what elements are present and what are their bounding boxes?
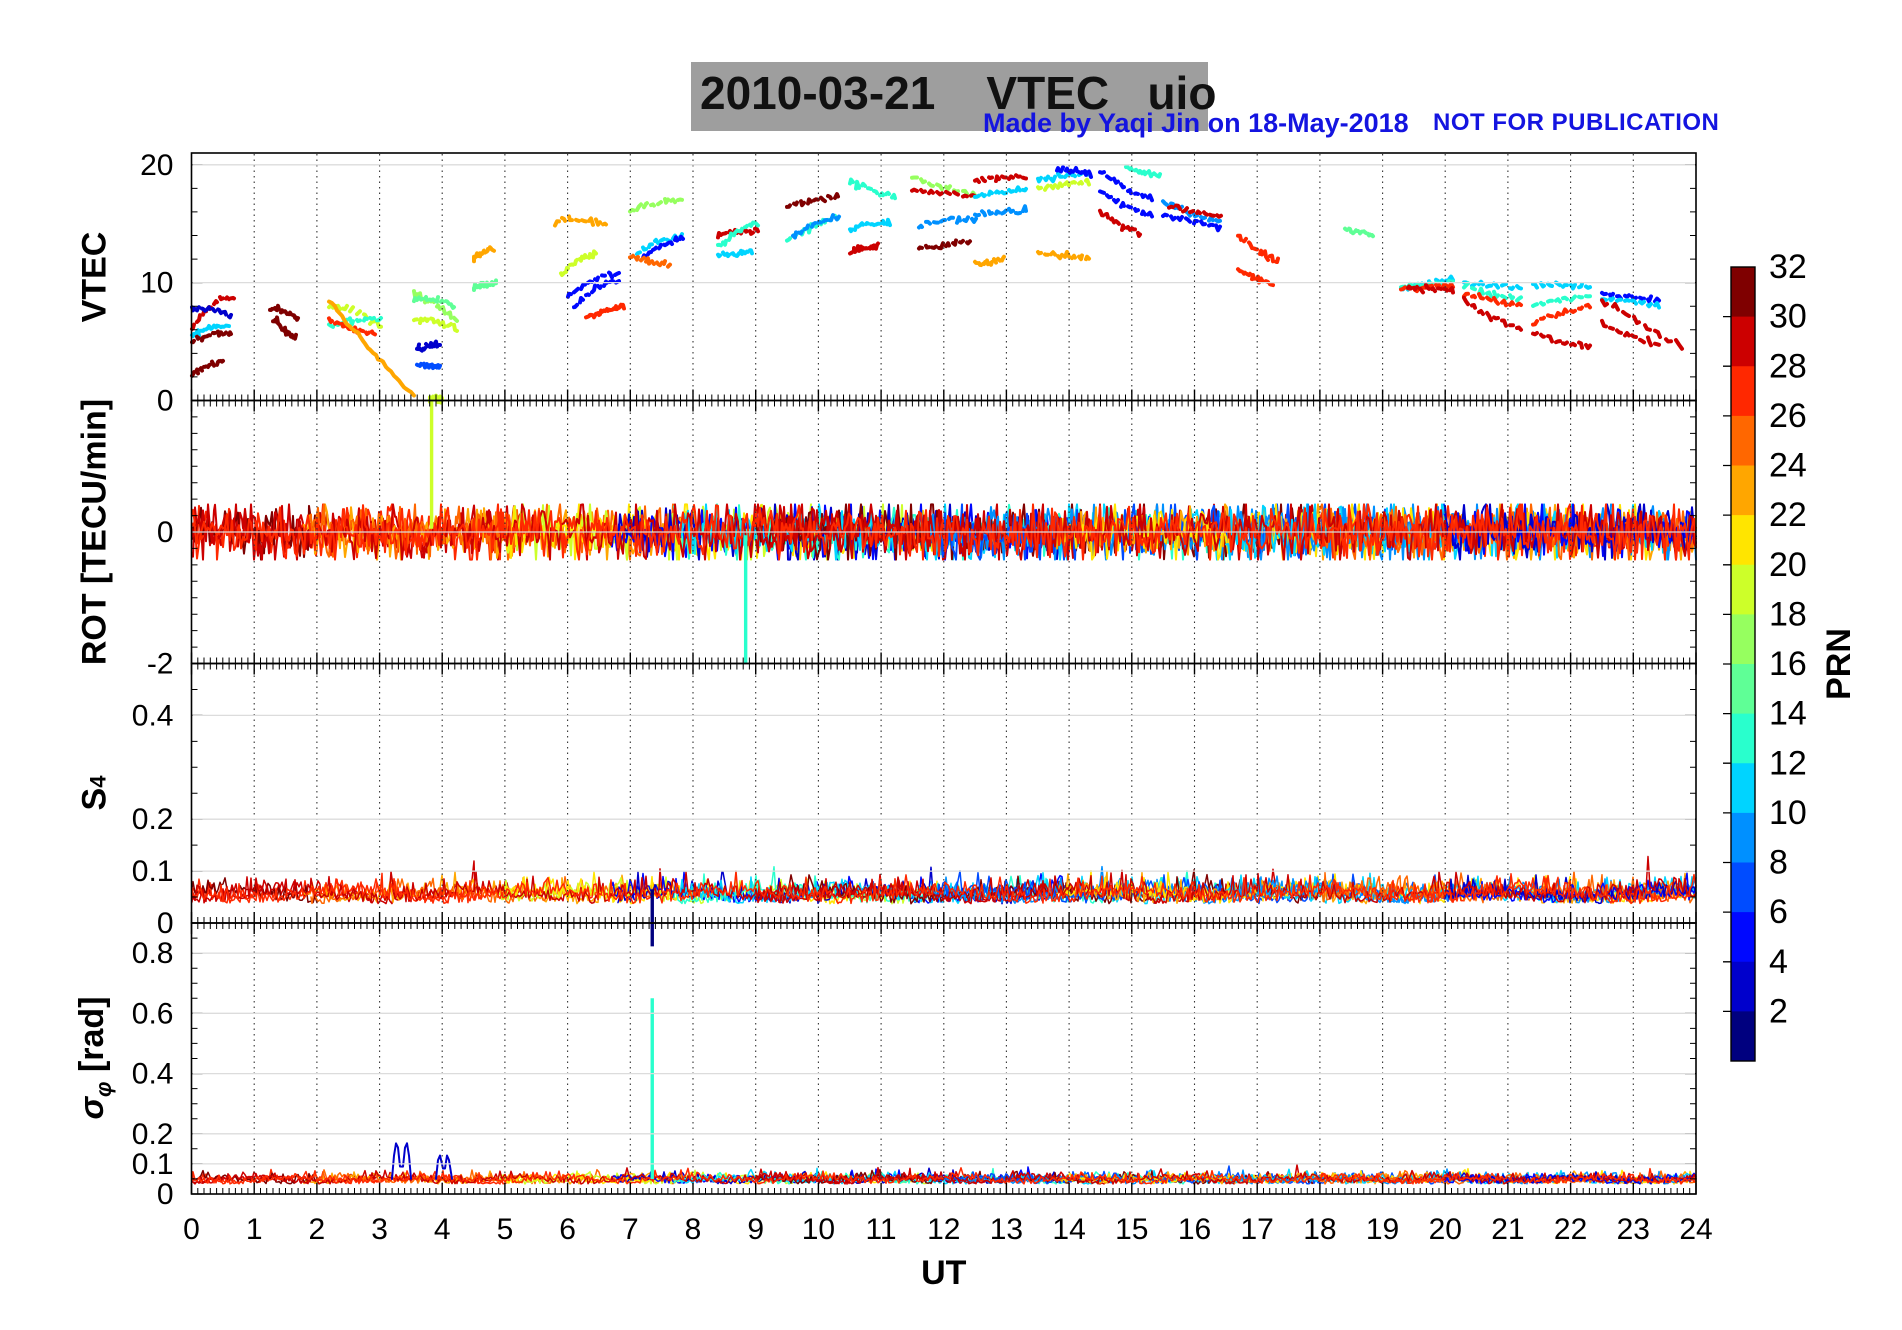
svg-text:19: 19: [1366, 1213, 1399, 1246]
svg-text:0: 0: [157, 385, 174, 418]
svg-text:0.2: 0.2: [132, 1118, 174, 1151]
svg-text:5: 5: [497, 1213, 514, 1246]
svg-text:4: 4: [434, 1213, 451, 1246]
svg-text:21: 21: [1491, 1213, 1524, 1246]
svg-text:10: 10: [140, 267, 173, 300]
svg-text:7: 7: [622, 1213, 639, 1246]
svg-text:14: 14: [1769, 695, 1807, 733]
svg-text:20: 20: [140, 149, 173, 182]
svg-text:20: 20: [1769, 546, 1807, 584]
svg-text:13: 13: [990, 1213, 1023, 1246]
svg-text:6: 6: [1769, 893, 1788, 931]
svg-text:0.6: 0.6: [132, 997, 174, 1030]
svg-text:0.8: 0.8: [132, 937, 174, 970]
svg-text:8: 8: [685, 1213, 702, 1246]
svg-text:24: 24: [1769, 447, 1807, 485]
svg-text:18: 18: [1303, 1213, 1336, 1246]
svg-text:11: 11: [865, 1213, 896, 1246]
svg-text:PRN: PRN: [1820, 628, 1858, 700]
svg-text:0: 0: [157, 1178, 174, 1211]
svg-text:8: 8: [1769, 844, 1788, 882]
svg-text:2: 2: [309, 1213, 326, 1246]
svg-text:UT: UT: [921, 1254, 967, 1292]
svg-text:-2: -2: [147, 648, 174, 681]
svg-text:24: 24: [1679, 1213, 1712, 1246]
svg-text:0.4: 0.4: [132, 699, 174, 732]
svg-text:10: 10: [802, 1213, 835, 1246]
svg-text:22: 22: [1769, 496, 1807, 534]
svg-text:12: 12: [927, 1213, 960, 1246]
svg-text:0: 0: [157, 907, 174, 940]
svg-text:10: 10: [1769, 794, 1807, 832]
svg-text:12: 12: [1769, 744, 1807, 782]
svg-text:6: 6: [559, 1213, 576, 1246]
svg-text:0.1: 0.1: [132, 1148, 174, 1181]
svg-text:23: 23: [1617, 1213, 1650, 1246]
svg-text:3: 3: [371, 1213, 388, 1246]
svg-text:9: 9: [747, 1213, 764, 1246]
svg-text:17: 17: [1241, 1213, 1274, 1246]
svg-text:15: 15: [1115, 1213, 1148, 1246]
svg-text:2: 2: [1769, 992, 1788, 1030]
svg-text:18: 18: [1769, 595, 1807, 633]
svg-text:0: 0: [157, 516, 174, 549]
svg-text:22: 22: [1554, 1213, 1587, 1246]
svg-text:0.2: 0.2: [132, 803, 174, 836]
svg-text:0.4: 0.4: [132, 1058, 174, 1091]
svg-text:1: 1: [246, 1213, 263, 1246]
svg-text:16: 16: [1769, 645, 1807, 683]
svg-text:0: 0: [183, 1213, 200, 1246]
svg-text:0.1: 0.1: [132, 855, 174, 888]
svg-text:26: 26: [1769, 397, 1807, 435]
svg-text:16: 16: [1178, 1213, 1211, 1246]
svg-text:4: 4: [1769, 943, 1788, 981]
svg-text:20: 20: [1429, 1213, 1462, 1246]
svg-text:14: 14: [1052, 1213, 1085, 1246]
svg-text:32: 32: [1769, 248, 1807, 286]
svg-text:28: 28: [1769, 347, 1807, 385]
svg-text:30: 30: [1769, 298, 1807, 336]
